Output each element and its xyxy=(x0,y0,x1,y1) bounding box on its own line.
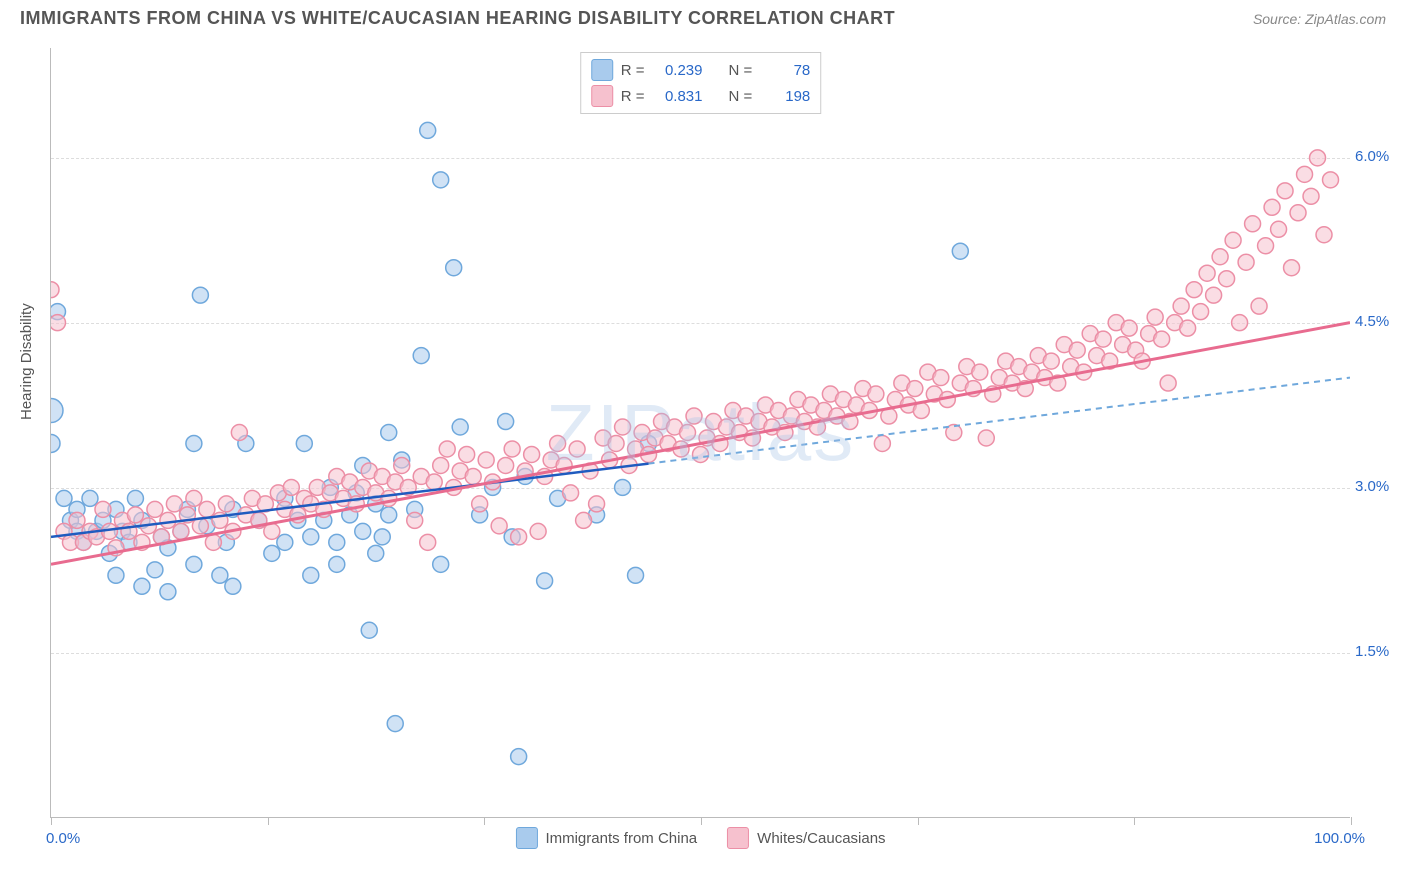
legend-swatch-pink-bottom xyxy=(727,827,749,849)
r-label-1: R = xyxy=(621,62,645,79)
y-tick-label: 6.0% xyxy=(1355,148,1400,165)
x-tick xyxy=(1134,817,1135,825)
legend-item-white: Whites/Caucasians xyxy=(727,827,885,849)
chart-title: IMMIGRANTS FROM CHINA VS WHITE/CAUCASIAN… xyxy=(20,8,895,29)
n-value-1: 78 xyxy=(760,62,810,79)
legend-item-china: Immigrants from China xyxy=(515,827,697,849)
legend-stats-row-1: R = 0.239 N = 78 xyxy=(591,57,811,83)
y-tick-label: 4.5% xyxy=(1355,313,1400,330)
n-label-2: N = xyxy=(729,88,753,105)
scatter-svg xyxy=(51,48,1350,817)
legend-swatch-blue xyxy=(591,59,613,81)
x-tick xyxy=(484,817,485,825)
x-tick xyxy=(268,817,269,825)
n-label-1: N = xyxy=(729,62,753,79)
legend-swatch-blue-bottom xyxy=(515,827,537,849)
legend-label-china: Immigrants from China xyxy=(545,830,697,847)
x-tick xyxy=(1351,817,1352,825)
x-tick xyxy=(918,817,919,825)
chart-header: IMMIGRANTS FROM CHINA VS WHITE/CAUCASIAN… xyxy=(0,0,1406,33)
x-tick xyxy=(701,817,702,825)
y-tick-label: 3.0% xyxy=(1355,478,1400,495)
r-value-2: 0.831 xyxy=(653,88,703,105)
legend-stats-box: R = 0.239 N = 78 R = 0.831 N = 198 xyxy=(580,52,822,114)
legend-swatch-pink xyxy=(591,85,613,107)
legend-label-white: Whites/Caucasians xyxy=(757,830,885,847)
x-tick-min: 0.0% xyxy=(46,830,80,847)
r-value-1: 0.239 xyxy=(653,62,703,79)
source-name: ZipAtlas.com xyxy=(1305,11,1386,27)
x-tick-max: 100.0% xyxy=(1314,830,1365,847)
r-label-2: R = xyxy=(621,88,645,105)
source-label: Source: xyxy=(1253,11,1301,27)
legend-stats-row-2: R = 0.831 N = 198 xyxy=(591,83,811,109)
chart-plot-area: ZIPatlas R = 0.239 N = 78 R = 0.831 N = … xyxy=(50,48,1350,818)
x-tick xyxy=(51,817,52,825)
n-value-2: 198 xyxy=(760,88,810,105)
y-axis-label: Hearing Disability xyxy=(18,303,35,420)
chart-source: Source: ZipAtlas.com xyxy=(1253,11,1386,27)
legend-bottom: Immigrants from China Whites/Caucasians xyxy=(515,827,885,849)
y-tick-label: 1.5% xyxy=(1355,643,1400,660)
